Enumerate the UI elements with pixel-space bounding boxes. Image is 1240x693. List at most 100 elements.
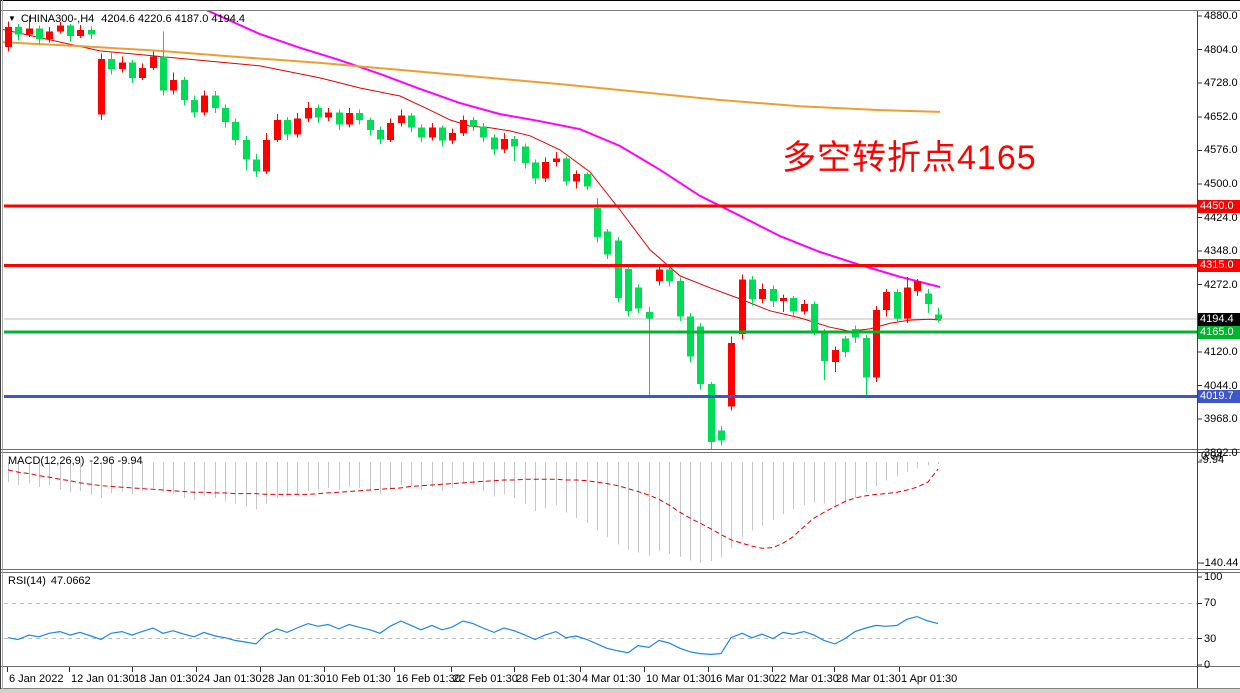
- candle-body: [325, 112, 332, 118]
- candle-body: [191, 100, 198, 113]
- price-axis-label: 3892.0: [1204, 446, 1238, 459]
- price-axis-label: 4424.0: [1204, 211, 1238, 224]
- candle-body: [873, 309, 880, 378]
- time-axis-label: 10 Feb 01:30: [326, 673, 391, 685]
- candle-body: [542, 161, 549, 179]
- macd-indicator-label: MACD(12,26,9) -2.96 -9.94: [8, 455, 143, 467]
- candle-body: [88, 30, 95, 35]
- candle-body: [439, 127, 446, 141]
- candle-body: [697, 326, 704, 384]
- candle-body: [883, 291, 890, 310]
- candle-body: [315, 107, 322, 118]
- candle-body: [925, 293, 932, 305]
- candle-body: [584, 174, 591, 187]
- candle-body: [129, 62, 136, 78]
- candle-body: [212, 95, 219, 108]
- rsi-axis-label: 0: [1204, 659, 1211, 671]
- candle-body: [594, 207, 601, 237]
- candle-body: [108, 58, 115, 70]
- price-axis-label: 4804.0: [1204, 43, 1238, 56]
- candle-body: [139, 68, 146, 78]
- price-axis-label: 4576.0: [1204, 144, 1238, 157]
- candle-body: [263, 139, 270, 172]
- window-bottom-edge: [0, 689, 1240, 693]
- candle-body: [98, 58, 105, 115]
- candle-body: [821, 331, 828, 361]
- candle-body: [491, 137, 498, 150]
- price-badge: 4019.7: [1198, 390, 1240, 403]
- time-axis-label: 4 Mar 01:30: [582, 673, 641, 685]
- candle-body: [863, 337, 870, 378]
- price-badge: 4450.0: [1198, 200, 1240, 213]
- candle-body: [67, 25, 74, 36]
- candle-body: [243, 139, 250, 160]
- candle-body: [625, 268, 632, 312]
- candle-body: [160, 56, 167, 91]
- candle-body: [914, 281, 921, 291]
- candle-body: [356, 113, 363, 120]
- symbol-timeframe-label: CHINA300-,H4: [20, 13, 95, 25]
- macd-name: MACD(12,26,9): [8, 455, 85, 467]
- time-axis-label: 1 Apr 01:30: [901, 673, 958, 685]
- candle-body: [646, 312, 653, 319]
- candle-body: [935, 314, 942, 319]
- candle-body: [170, 80, 177, 91]
- time-axis-label: 22 Feb 01:30: [453, 673, 518, 685]
- candle-body: [666, 269, 673, 282]
- candle-body: [377, 130, 384, 140]
- price-axis-label: 4652.0: [1204, 110, 1238, 123]
- macd-axis-signal-label: -9.94: [1199, 454, 1225, 466]
- rsi-value: 47.0662: [50, 575, 91, 587]
- rsi-line: [7, 615, 939, 656]
- price-badge: 4165.0: [1198, 326, 1240, 339]
- candle-body: [470, 119, 477, 127]
- candle-body: [687, 316, 694, 357]
- candle-body: [232, 122, 239, 140]
- candle-body: [253, 159, 260, 172]
- rsi-axis-label: 100: [1204, 571, 1223, 583]
- rsi-indicator-label: RSI(14) 47.0662: [8, 575, 91, 587]
- candle-body: [522, 146, 529, 163]
- candle-body: [336, 112, 343, 125]
- price-badge: 4315.0: [1198, 259, 1240, 272]
- ma-mid-magenta: [206, 11, 941, 288]
- chart-annotation-text[interactable]: 多空转折点4165: [782, 139, 1037, 177]
- candle-body: [346, 113, 353, 125]
- time-axis-label: 10 Mar 01:30: [646, 673, 711, 685]
- symbol-dropdown-icon[interactable]: ▼: [8, 14, 16, 23]
- price-axis-label: 4272.0: [1204, 278, 1238, 291]
- candle-body: [501, 138, 508, 150]
- candle-body: [604, 231, 611, 255]
- candle-body: [749, 279, 756, 299]
- candle-body: [294, 118, 301, 135]
- candle-body: [790, 298, 797, 312]
- candle-body: [842, 338, 849, 352]
- symbol-ohlc-values: 4204.6 4220.6 4187.0 4194.4: [101, 13, 246, 25]
- candle-body: [759, 289, 766, 299]
- candle-body: [408, 115, 415, 128]
- rsi-axis-label: 70: [1204, 597, 1217, 610]
- candle-body: [150, 56, 157, 69]
- candle-body: [573, 174, 580, 182]
- candle-body: [801, 304, 808, 312]
- time-axis-label: 18 Jan 01:30: [134, 673, 198, 685]
- time-axis-label: 16 Feb 01:30: [396, 673, 461, 685]
- candle-body: [387, 123, 394, 140]
- candle-body: [77, 30, 84, 36]
- candle-body: [36, 28, 43, 39]
- candle-body: [511, 138, 518, 147]
- candle-body: [770, 289, 777, 302]
- price-axis-label: 3968.0: [1204, 413, 1238, 426]
- time-axis-label: 12 Jan 01:30: [71, 673, 135, 685]
- candle-body: [46, 31, 53, 39]
- time-axis-label: 28 Jan 01:30: [262, 673, 326, 685]
- time-axis-label: 6 Jan 2022: [9, 673, 64, 685]
- macd-axis-min-label: -140.44: [1201, 556, 1239, 569]
- candle-body: [181, 80, 188, 100]
- candle-body: [418, 127, 425, 138]
- candle-body: [429, 127, 436, 138]
- time-axis-label: 28 Mar 01:30: [836, 673, 901, 685]
- price-badge: 4194.4: [1198, 313, 1240, 326]
- candle-body: [222, 107, 229, 122]
